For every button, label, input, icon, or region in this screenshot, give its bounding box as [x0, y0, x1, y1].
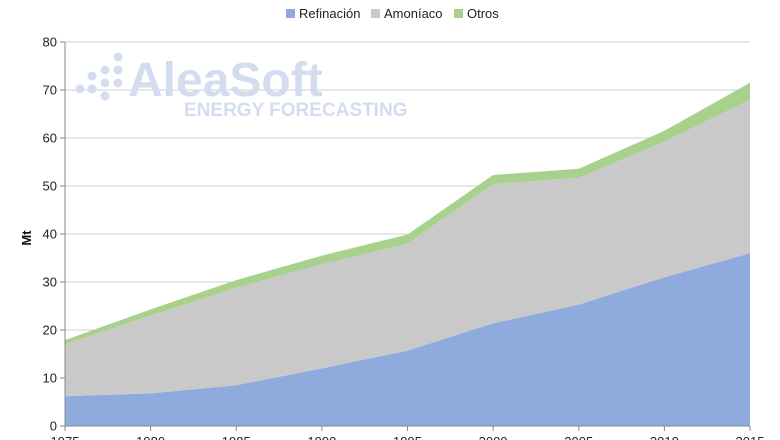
- area-series-0: [65, 253, 750, 426]
- watermark-brand: AleaSoft: [128, 54, 323, 107]
- y-tick-label-20: 20: [43, 323, 57, 338]
- legend-swatch-1: [371, 9, 380, 18]
- watermark-logo-icon: [75, 52, 123, 101]
- y-tick-label-50: 50: [43, 179, 57, 194]
- x-tick-labels: 1975 1980 1985 1990 1995 2000 2005 2010 2015: [51, 434, 765, 440]
- legend: Refinación Amoníaco Otros: [286, 6, 499, 21]
- axes: [60, 41, 751, 431]
- watermark-tagline: ENERGY FORECASTING: [184, 100, 407, 121]
- x-tick-label-1975: 1975: [51, 434, 80, 440]
- legend-label-0: Refinación: [299, 6, 360, 21]
- x-tick-label-2005: 2005: [564, 434, 593, 440]
- y-tick-label-80: 80: [43, 35, 57, 50]
- y-tick-labels: 0 10 20 30 40 50 60 70 80: [43, 35, 57, 434]
- area-series-2: [65, 82, 750, 345]
- x-tick-label-2000: 2000: [479, 434, 508, 440]
- x-tick-label-1985: 1985: [222, 434, 251, 440]
- series-areas: [65, 82, 750, 426]
- legend-swatch-2: [454, 9, 463, 18]
- y-tick-label-30: 30: [43, 275, 57, 290]
- x-tick-label-1980: 1980: [136, 434, 165, 440]
- watermark: AleaSoft ENERGY FORECASTING: [75, 52, 407, 121]
- legend-swatch-0: [286, 9, 295, 18]
- area-series-1: [65, 99, 750, 397]
- y-tick-label-60: 60: [43, 131, 57, 146]
- x-tick-label-1995: 1995: [393, 434, 422, 440]
- x-tick-label-1990: 1990: [307, 434, 336, 440]
- y-tick-label-40: 40: [43, 227, 57, 242]
- legend-label-2: Otros: [467, 6, 499, 21]
- legend-label-1: Amoníaco: [384, 6, 443, 21]
- x-tick-label-2015: 2015: [736, 434, 765, 440]
- y-tick-label-10: 10: [43, 371, 57, 386]
- y-axis-title: Mt: [19, 230, 34, 246]
- y-tick-label-70: 70: [43, 83, 57, 98]
- x-tick-label-2010: 2010: [650, 434, 679, 440]
- y-tick-label-0: 0: [50, 419, 57, 434]
